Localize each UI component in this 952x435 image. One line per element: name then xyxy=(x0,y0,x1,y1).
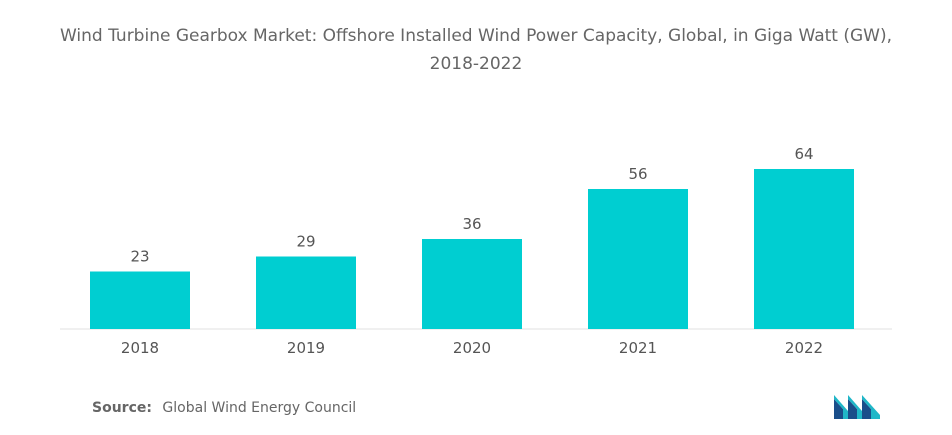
bar-2020 xyxy=(422,239,522,329)
source-note: Source: Global Wind Energy Council xyxy=(92,400,356,416)
data-label-2022: 64 xyxy=(794,145,813,163)
bar-2022 xyxy=(754,169,854,329)
chart-title: Wind Turbine Gearbox Market: Offshore In… xyxy=(59,26,893,74)
data-label-2018: 23 xyxy=(130,248,149,266)
data-label-2021: 56 xyxy=(628,165,647,183)
x-tick-label-2022: 2022 xyxy=(785,339,823,357)
bar-2021 xyxy=(588,189,688,329)
bar-2018 xyxy=(90,271,190,329)
x-tick-label-2020: 2020 xyxy=(453,339,491,357)
x-tick-label-2021: 2021 xyxy=(619,339,657,357)
bars-layer: 23 2018 29 2019 36 2020 56 2021 64 2022 xyxy=(90,145,854,357)
x-tick-label-2019: 2019 xyxy=(287,339,325,357)
x-tick-label-2018: 2018 xyxy=(121,339,159,357)
source-text: Global Wind Energy Council xyxy=(162,400,357,416)
bar-2019 xyxy=(256,256,356,329)
data-label-2019: 29 xyxy=(296,233,315,251)
data-label-2020: 36 xyxy=(462,215,481,233)
source-label: Source: xyxy=(92,400,152,416)
mordor-intelligence-logo-icon xyxy=(834,395,880,419)
